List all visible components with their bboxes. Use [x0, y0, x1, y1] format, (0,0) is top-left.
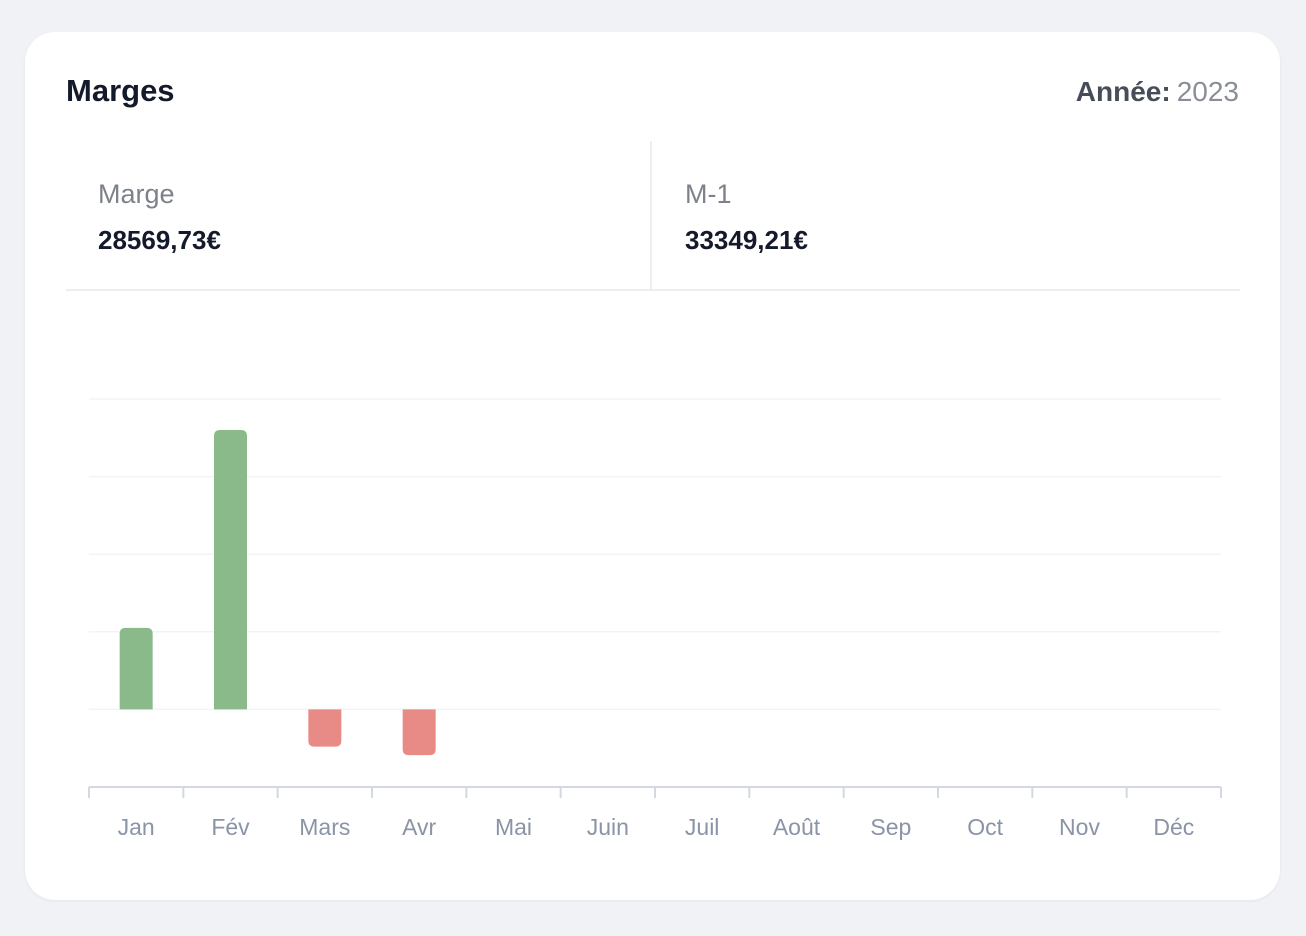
x-tick-label: Jan — [118, 814, 155, 840]
x-tick-label: Sep — [870, 814, 911, 840]
year-selector[interactable]: Année: 2023 — [1076, 75, 1239, 109]
stat-margin: Marge 28569,73€ — [66, 141, 652, 289]
stat-label: M-1 — [685, 179, 732, 209]
stat-value: 33349,21€ — [685, 225, 808, 255]
bar-mars — [308, 709, 342, 747]
x-tick-label: Août — [773, 814, 821, 840]
year-value[interactable]: 2023 — [1176, 76, 1239, 107]
x-tick-label: Fév — [211, 814, 250, 840]
x-tick-label: Mai — [495, 814, 532, 840]
stat-previous-month: M-1 33349,21€ — [652, 141, 1240, 289]
card-title: Marges — [66, 73, 175, 108]
margins-card: Marges Année: 2023 Marge 28569,73€ M-1 33… — [25, 32, 1280, 900]
bar-jan — [119, 627, 153, 710]
stat-value: 28569,73€ — [98, 225, 221, 255]
year-label: Année: — [1075, 76, 1171, 107]
x-tick-label: Mars — [299, 814, 350, 840]
x-tick-label: Avr — [402, 814, 436, 840]
x-tick-label: Juil — [685, 814, 720, 840]
x-tick-label: Juin — [587, 814, 629, 840]
bar-avr — [402, 709, 436, 756]
x-tick-label: Oct — [967, 814, 1003, 840]
stat-label: Marge — [98, 179, 175, 209]
x-tick-label: Déc — [1153, 814, 1194, 840]
stats-row: Marge 28569,73€ M-1 33349,21€ — [66, 141, 1240, 291]
x-tick-label: Nov — [1059, 814, 1100, 840]
margins-bar-chart: Jan Fév Mars Avr Mai Juin Juil Août Sep Oct Nov Déc — [88, 398, 1222, 840]
bar-fév — [214, 430, 247, 710]
